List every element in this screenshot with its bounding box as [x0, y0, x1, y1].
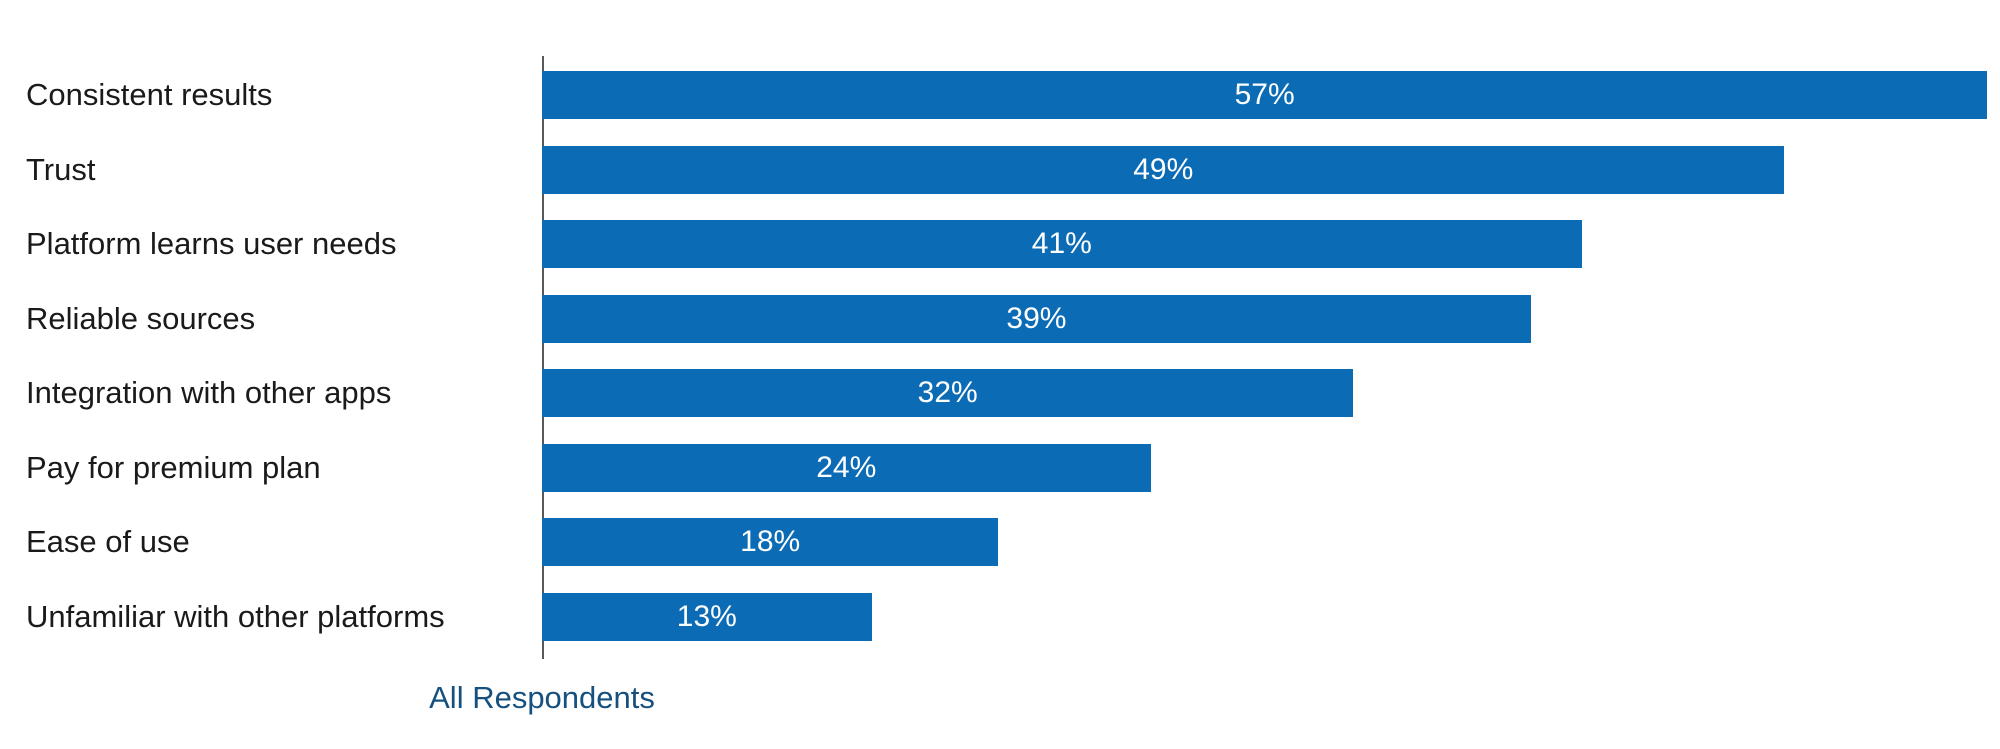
- bar: 13%: [542, 592, 872, 641]
- category-label: Consistent results: [26, 77, 273, 113]
- bar-track: 49%: [542, 145, 2000, 194]
- bar-track: 18%: [542, 518, 2000, 567]
- bar: 24%: [542, 443, 1151, 492]
- chart-row: Trust 49%: [0, 133, 2000, 208]
- bar: 18%: [542, 518, 999, 567]
- bar-track: 57%: [542, 71, 2000, 120]
- category-label: Integration with other apps: [26, 375, 392, 411]
- category-label: Trust: [26, 151, 96, 187]
- y-axis-line: [542, 56, 544, 659]
- category-label: Unfamiliar with other platforms: [26, 598, 445, 634]
- category-label: Platform learns user needs: [26, 226, 397, 262]
- chart-row: Consistent results 57%: [0, 58, 2000, 133]
- value-label: 39%: [1006, 301, 1067, 335]
- chart-row: Pay for premium plan 24%: [0, 431, 2000, 506]
- value-label: 13%: [676, 599, 737, 633]
- value-label: 24%: [816, 450, 877, 484]
- value-label: 49%: [1133, 152, 1194, 186]
- chart-row: Ease of use 18%: [0, 505, 2000, 580]
- bar-track: 41%: [542, 220, 2000, 269]
- bar-track: 32%: [542, 369, 2000, 418]
- value-label: 41%: [1031, 227, 1092, 261]
- value-label: 32%: [917, 376, 978, 410]
- category-label: Pay for premium plan: [26, 449, 321, 485]
- value-label: 57%: [1234, 78, 1295, 112]
- chart-row: Reliable sources 39%: [0, 282, 2000, 357]
- bar: 49%: [542, 145, 1785, 194]
- bar: 39%: [542, 294, 1531, 343]
- series-label: All Respondents: [429, 680, 655, 715]
- chart-rows: Consistent results 57% Trust 49% Platform le…: [0, 58, 2000, 654]
- value-label: 18%: [740, 525, 801, 559]
- bar: 57%: [542, 71, 1988, 120]
- bar-track: 39%: [542, 294, 2000, 343]
- bar-track: 24%: [542, 443, 2000, 492]
- bar-track: 13%: [542, 592, 2000, 641]
- chart-row: Unfamiliar with other platforms 13%: [0, 580, 2000, 655]
- bar: 32%: [542, 369, 1354, 418]
- chart-row: Integration with other apps 32%: [0, 356, 2000, 431]
- category-label: Reliable sources: [26, 300, 256, 336]
- bar: 41%: [542, 220, 1582, 269]
- chart-row: Platform learns user needs 41%: [0, 207, 2000, 282]
- category-label: Ease of use: [26, 524, 190, 560]
